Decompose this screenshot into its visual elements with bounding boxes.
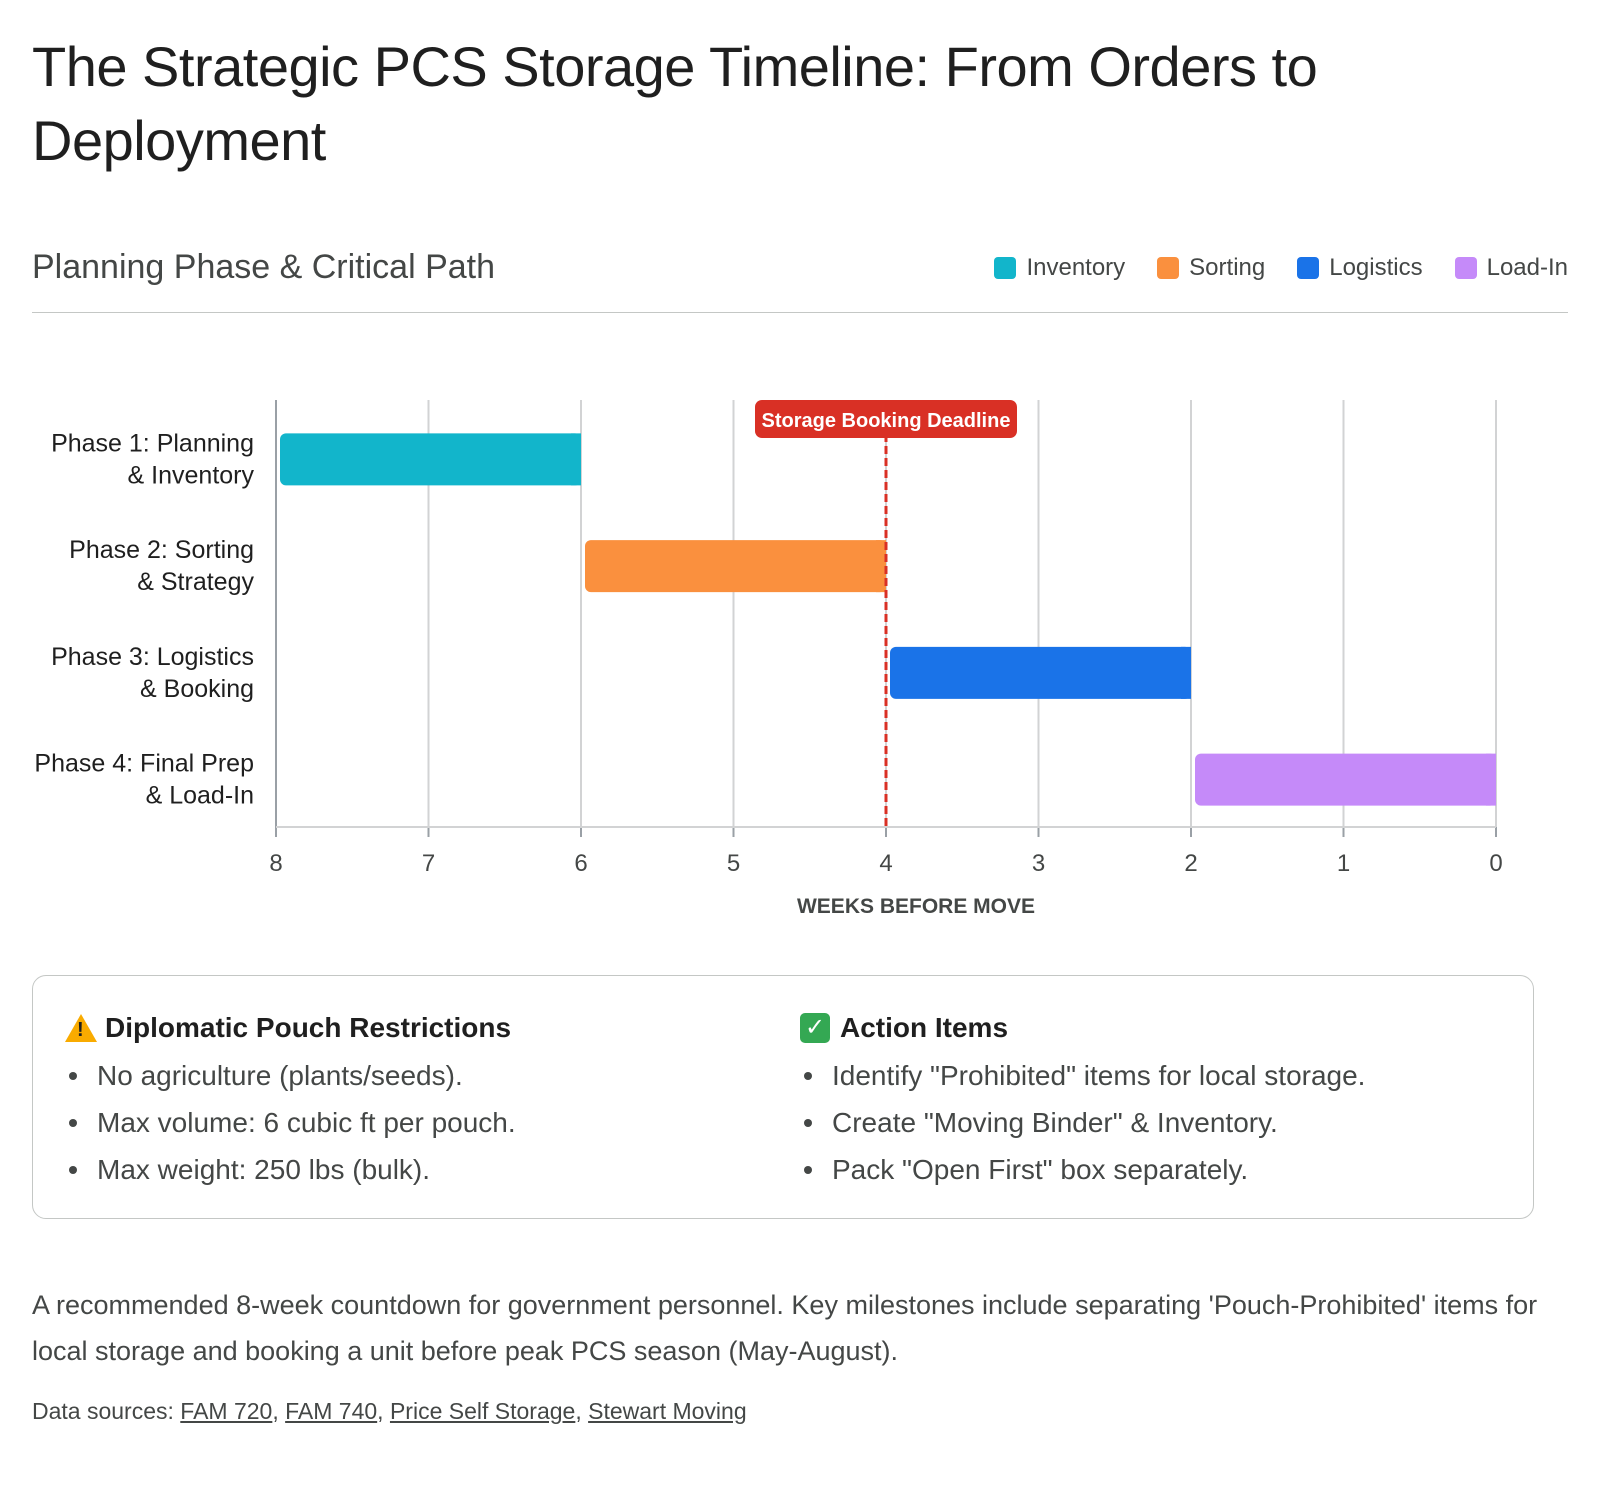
chart-legend: Inventory Sorting Logistics Load-In <box>994 254 1568 282</box>
legend-label-load-in: Load-In <box>1486 254 1568 281</box>
x-axis-label: WEEKS BEFORE MOVE <box>797 895 1035 918</box>
action-item: Identify "Prohibited" items for local st… <box>800 1052 1365 1099</box>
task-label-line2: & Inventory <box>128 461 255 489</box>
action-item: Create "Moving Binder" & Inventory. <box>800 1099 1365 1146</box>
restriction-item: Max weight: 250 lbs (bulk). <box>65 1146 516 1193</box>
bar-sorting <box>585 540 886 593</box>
source-link-stewart-moving[interactable]: Stewart Moving <box>588 1398 747 1424</box>
task-label-line2: & Booking <box>140 675 254 703</box>
x-tick-label: 7 <box>422 850 435 877</box>
task-label-line2: & Strategy <box>137 568 254 596</box>
legend-swatch-sorting <box>1157 257 1180 279</box>
bar-end-load-in <box>1486 753 1496 806</box>
chart-header: Planning Phase & Critical Path Inventory… <box>32 244 1568 313</box>
actions-list: Identify "Prohibited" items for local st… <box>800 1052 1365 1193</box>
x-tick-label: 1 <box>1337 850 1350 877</box>
source-link-fam-740[interactable]: FAM 740 <box>285 1398 378 1424</box>
x-tick-label: 4 <box>879 850 892 877</box>
source-link-price-self-storage[interactable]: Price Self Storage <box>389 1398 576 1424</box>
bar-end-sorting <box>876 540 886 593</box>
legend-item-sorting: Sorting <box>1157 254 1265 282</box>
legend-label-sorting: Sorting <box>1189 254 1266 281</box>
bar-logistics <box>890 646 1191 699</box>
restrictions-list: No agriculture (plants/seeds). Max volum… <box>65 1052 516 1193</box>
bar-end-logistics <box>1181 646 1191 699</box>
x-tick-label: 2 <box>1184 850 1197 877</box>
legend-item-inventory: Inventory <box>994 254 1125 282</box>
task-label-line1: Phase 4: Final Prep <box>34 750 254 778</box>
page-title: The Strategic PCS Storage Timeline: From… <box>32 35 1318 172</box>
legend-item-logistics: Logistics <box>1297 254 1423 282</box>
legend-swatch-inventory <box>994 257 1017 279</box>
check-icon: ✓ <box>800 1013 830 1043</box>
x-tick-label: 6 <box>574 850 587 877</box>
legend-swatch-load-in <box>1454 257 1477 279</box>
task-label-line1: Phase 2: Sorting <box>69 536 254 564</box>
deadline-badge <box>755 400 1017 438</box>
restriction-item: No agriculture (plants/seeds). <box>65 1052 516 1099</box>
legend-item-load-in: Load-In <box>1454 254 1568 282</box>
warning-icon: ! <box>65 1014 97 1042</box>
x-tick-label: 0 <box>1489 850 1502 877</box>
timeline-chart: 8 7 6 5 4 3 2 1 0 Phase 1: Planning & Inventory Pha… <box>34 400 1503 918</box>
x-tick-label: 3 <box>1032 850 1045 877</box>
legend-swatch-logistics <box>1297 257 1320 279</box>
x-tick-label: 8 <box>269 850 282 877</box>
sources-prefix: Data sources: <box>32 1398 174 1424</box>
data-sources: Data sources: FAM 720, FAM 740, Price Se… <box>32 1398 747 1424</box>
source-link-fam-720[interactable]: FAM 720 <box>180 1398 273 1424</box>
bar-load-in <box>1195 753 1496 806</box>
legend-label-logistics: Logistics <box>1329 254 1423 281</box>
bar-end-inventory <box>571 433 581 486</box>
restrictions-heading: ! Diplomatic Pouch Restrictions <box>65 1012 516 1044</box>
restrictions-column: ! Diplomatic Pouch Restrictions No agric… <box>65 1012 516 1193</box>
x-tick-label: 5 <box>727 850 740 877</box>
task-label-line1: Phase 1: Planning <box>51 429 254 457</box>
task-label-line1: Phase 3: Logistics <box>51 643 254 671</box>
restriction-item: Max volume: 6 cubic ft per pouch. <box>65 1099 516 1146</box>
actions-heading-text: Action Items <box>840 1012 1009 1043</box>
info-card: ! Diplomatic Pouch Restrictions No agric… <box>32 975 1534 1219</box>
chart-description: A recommended 8-week countdown for gover… <box>32 1290 1538 1366</box>
chart-subtitle: Planning Phase & Critical Path <box>32 248 496 286</box>
legend-label-inventory: Inventory <box>1026 254 1126 281</box>
bar-inventory <box>280 433 581 486</box>
deadline-label: Storage Booking Deadline <box>762 410 1011 432</box>
task-label-line2: & Load-In <box>146 782 254 810</box>
action-item: Pack "Open First" box separately. <box>800 1146 1365 1193</box>
actions-heading: ✓ Action Items <box>800 1012 1365 1044</box>
actions-column: ✓ Action Items Identify "Prohibited" ite… <box>800 1012 1365 1193</box>
restrictions-heading-text: Diplomatic Pouch Restrictions <box>105 1012 512 1043</box>
